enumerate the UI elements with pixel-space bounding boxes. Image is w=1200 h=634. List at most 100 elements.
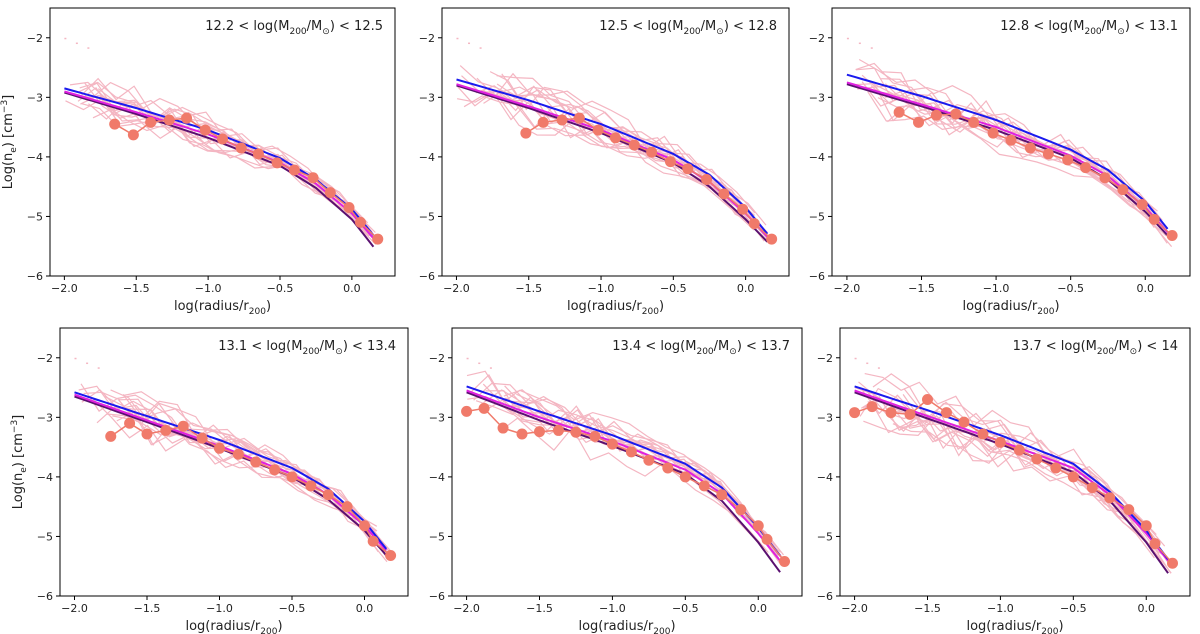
individual-profile-line bbox=[862, 398, 1155, 559]
x-tick-label: −2.0 bbox=[453, 602, 480, 615]
median-point bbox=[701, 174, 713, 186]
axes-frame bbox=[831, 7, 1191, 277]
outlier-point bbox=[97, 367, 100, 369]
median-point bbox=[737, 203, 749, 215]
individual-profile-line bbox=[496, 83, 769, 240]
median-point bbox=[779, 555, 790, 567]
median-point bbox=[305, 480, 317, 492]
x-tick-label: −0.5 bbox=[660, 282, 687, 295]
panel-title: 13.1 < log(M200/M⊙) < 13.4 bbox=[218, 339, 396, 357]
individual-profile-line bbox=[456, 85, 765, 242]
model-curve-blue bbox=[846, 73, 1169, 230]
plot-area bbox=[74, 357, 397, 563]
individual-profile-line bbox=[480, 90, 770, 243]
y-tick-label: −3 bbox=[37, 411, 53, 424]
median-point bbox=[1104, 492, 1116, 504]
median-point bbox=[288, 164, 300, 176]
individual-profile-line bbox=[80, 94, 369, 229]
median-point bbox=[930, 109, 942, 121]
median-point bbox=[1080, 162, 1092, 174]
median-point bbox=[286, 471, 298, 483]
median-profile-line bbox=[854, 398, 1174, 564]
x-tick-label: −2.0 bbox=[834, 282, 861, 295]
median-point bbox=[589, 430, 601, 442]
x-tick-label: −0.5 bbox=[672, 602, 699, 615]
outlier-point bbox=[479, 47, 482, 49]
y-tick-label: −3 bbox=[419, 91, 435, 104]
y-tick-label: −3 bbox=[429, 411, 445, 424]
y-tick-label: −6 bbox=[817, 590, 833, 603]
x-tick-label: −2.0 bbox=[61, 602, 88, 615]
median-point bbox=[679, 471, 691, 483]
y-tick-label: −2 bbox=[419, 32, 435, 45]
model-curve-blue bbox=[854, 385, 1169, 560]
median-point bbox=[643, 454, 655, 466]
x-tick-label: −2.0 bbox=[841, 602, 868, 615]
median-point bbox=[718, 188, 730, 200]
individual-profile-line bbox=[486, 91, 759, 225]
median-point bbox=[343, 202, 355, 214]
median-point bbox=[1062, 154, 1074, 166]
individual-profile-line bbox=[501, 73, 756, 214]
median-point bbox=[478, 402, 490, 414]
median-point bbox=[552, 424, 564, 436]
median-point bbox=[177, 420, 189, 432]
median-point bbox=[1050, 462, 1062, 474]
axes-frame bbox=[441, 7, 790, 277]
median-point bbox=[1099, 172, 1111, 184]
median-point bbox=[534, 426, 545, 438]
outlier-point bbox=[86, 362, 89, 365]
median-point bbox=[359, 520, 370, 532]
individual-profile-line bbox=[78, 385, 388, 550]
individual-profile-line bbox=[490, 93, 763, 232]
x-tick-label: −1.0 bbox=[987, 602, 1014, 615]
median-point bbox=[922, 393, 933, 405]
median-point bbox=[355, 216, 366, 228]
median-point bbox=[307, 172, 319, 184]
x-tick-label: −0.5 bbox=[279, 602, 306, 615]
x-tick-label: 0.0 bbox=[1138, 602, 1156, 615]
panel-4: −2.0 −1.5 −1.0 −0.5 0.0 −2 −3 −4 −5 −6 13.1 < log(… bbox=[10, 327, 409, 634]
median-point bbox=[893, 106, 905, 118]
median-point bbox=[625, 446, 637, 458]
x-tick-label: 0.0 bbox=[750, 602, 768, 615]
y-tick-label: −4 bbox=[817, 471, 833, 484]
model-curve-blue bbox=[456, 78, 769, 235]
median-point bbox=[516, 428, 528, 440]
outlier-point bbox=[866, 362, 869, 365]
x-tick-label: −1.5 bbox=[914, 602, 941, 615]
median-point bbox=[1042, 148, 1054, 160]
outlier-point bbox=[466, 357, 469, 360]
model-curve-magenta bbox=[466, 389, 781, 562]
model-curve-magenta bbox=[64, 90, 375, 239]
plot-area bbox=[846, 37, 1178, 247]
y-axis-label: Log(ne) [cm−3] bbox=[0, 95, 19, 190]
median-point bbox=[145, 116, 157, 128]
median-point bbox=[105, 430, 117, 442]
y-tick-label: −4 bbox=[37, 471, 53, 484]
median-point bbox=[662, 462, 674, 474]
median-point bbox=[250, 456, 262, 468]
individual-profile-line bbox=[92, 108, 364, 230]
model-curve-purple bbox=[466, 391, 781, 573]
median-point bbox=[646, 146, 658, 158]
median-point bbox=[766, 233, 778, 245]
panel-title: 12.8 < log(M200/M⊙) < 13.1 bbox=[1000, 19, 1178, 37]
median-point bbox=[235, 142, 247, 154]
panel-3: −2.0 −1.5 −1.0 −0.5 0.0 −2 −3 −4 −5 −6 12.8 < log(… bbox=[809, 7, 1191, 317]
median-point bbox=[1167, 557, 1178, 569]
y-tick-label: −3 bbox=[809, 91, 825, 104]
median-point bbox=[199, 124, 211, 136]
individual-profile-line bbox=[864, 373, 1157, 536]
median-point bbox=[367, 535, 379, 547]
x-axis-label: log(radius/r200) bbox=[567, 299, 664, 317]
individual-profile-line bbox=[857, 84, 1157, 215]
panel-title: 13.7 < log(M200/M⊙) < 14 bbox=[1013, 339, 1178, 357]
x-tick-label: −1.0 bbox=[599, 602, 626, 615]
x-tick-label: −0.5 bbox=[1060, 602, 1087, 615]
y-tick-label: −5 bbox=[37, 530, 53, 543]
median-point bbox=[556, 114, 568, 126]
individual-profile-line bbox=[110, 389, 383, 548]
x-tick-label: −1.0 bbox=[195, 282, 222, 295]
